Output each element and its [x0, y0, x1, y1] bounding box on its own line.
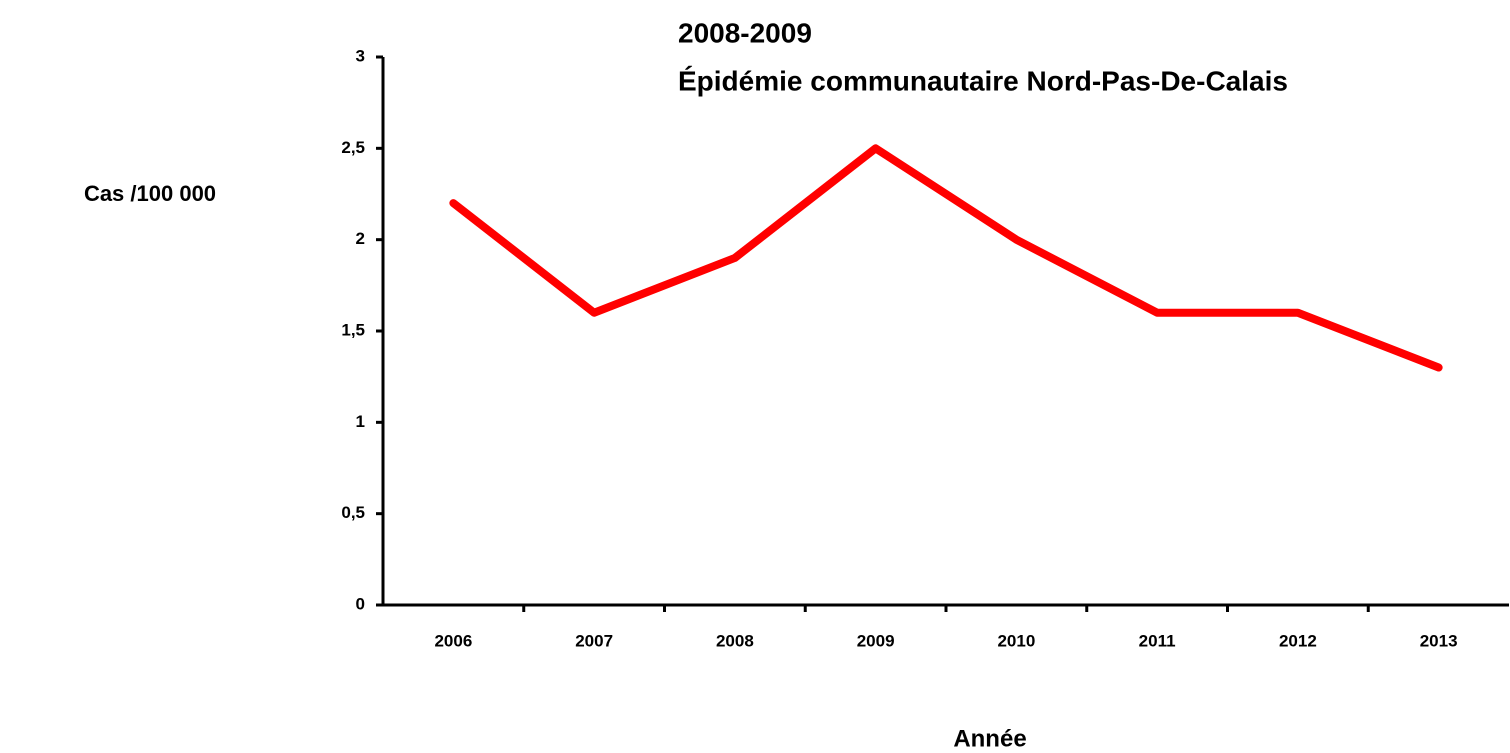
annotation: Épidémie communautaire Nord-Pas-De-Calai…: [678, 65, 1288, 96]
y-tick-label: 1: [356, 412, 365, 431]
x-tick-label: 2012: [1279, 631, 1317, 650]
x-tick-label: 2006: [434, 631, 472, 650]
y-tick-label: 1,5: [341, 320, 365, 339]
x-axis-label: Année: [953, 725, 1026, 752]
y-tick-label: 0: [356, 594, 365, 613]
x-tick-label: 2011: [1139, 631, 1176, 650]
line-series: [449, 144, 1443, 372]
y-tick-label: 0,5: [341, 503, 365, 522]
x-tick-label: 2010: [997, 631, 1035, 650]
y-tick-label: 2: [356, 229, 365, 248]
x-tick-label: 2013: [1420, 631, 1458, 650]
annotation: 2008-2009: [678, 17, 812, 48]
x-tick-label: 2007: [575, 631, 613, 650]
y-axis-label: Cas /100 000: [84, 181, 216, 206]
y-tick-label: 2,5: [341, 138, 365, 157]
y-tick-label: 3: [356, 46, 365, 65]
x-tick-label: 2008: [716, 631, 754, 650]
x-tick-label: 2009: [857, 631, 895, 650]
